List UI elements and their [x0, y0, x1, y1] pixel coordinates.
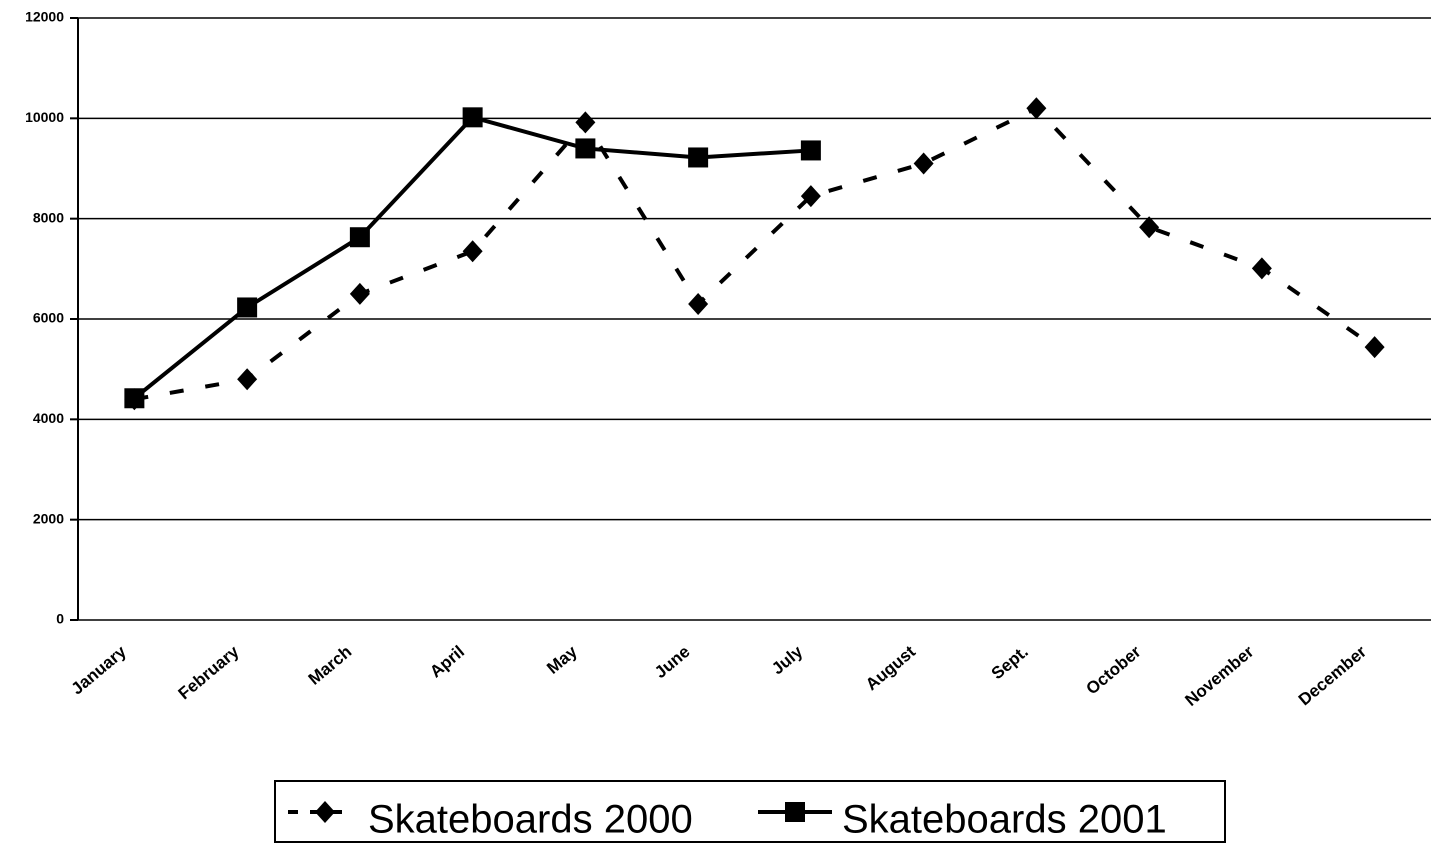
marker	[688, 292, 709, 315]
marker	[1364, 336, 1385, 359]
legend-label: Skateboards 2001	[842, 798, 1167, 842]
y-tick-label: 12000	[25, 9, 64, 25]
y-tick-label: 10000	[25, 109, 64, 125]
marker	[349, 227, 370, 248]
marker	[1139, 216, 1160, 239]
marker	[462, 240, 483, 263]
legend-marker	[785, 802, 805, 822]
marker	[124, 388, 145, 409]
marker	[237, 368, 258, 391]
x-tick-label: February	[175, 642, 243, 704]
x-tick-label: March	[305, 642, 356, 689]
x-tick-label: May	[543, 642, 581, 678]
x-tick-label: June	[651, 642, 694, 682]
marker	[688, 147, 709, 168]
y-tick-label: 2000	[33, 510, 64, 526]
y-tick-label: 4000	[33, 410, 64, 426]
y-tick-label: 6000	[33, 310, 64, 326]
x-tick-label: December	[1295, 642, 1370, 710]
x-tick-label: July	[768, 642, 807, 679]
y-tick-label: 0	[56, 611, 64, 627]
series-line	[134, 105, 1376, 402]
legend-marker	[315, 801, 335, 823]
y-tick-label: 8000	[33, 209, 64, 225]
x-tick-label: April	[426, 642, 468, 681]
marker	[800, 185, 821, 208]
marker	[575, 138, 596, 159]
x-tick-label: January	[68, 642, 131, 699]
x-tick-label: Sept.	[988, 642, 1032, 683]
marker	[1251, 257, 1272, 280]
x-tick-label: August	[862, 642, 919, 694]
marker	[349, 282, 370, 305]
marker	[913, 152, 934, 175]
x-tick-label: November	[1181, 642, 1257, 710]
legend-box	[274, 780, 1226, 843]
marker	[575, 111, 596, 134]
marker	[237, 297, 258, 318]
marker	[1026, 97, 1047, 120]
legend-label: Skateboards 2000	[368, 798, 693, 842]
x-tick-label: October	[1082, 642, 1144, 699]
marker	[800, 140, 821, 161]
marker	[462, 107, 483, 128]
